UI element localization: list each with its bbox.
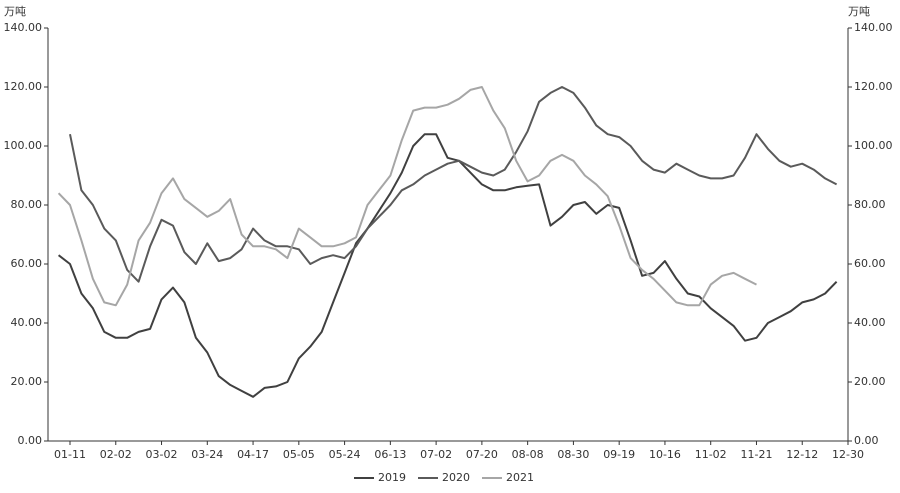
y-tick-label: 40.00 (11, 316, 43, 329)
x-tick-label: 11-02 (695, 448, 727, 461)
y2-axis-unit: 万吨 (848, 5, 870, 18)
x-tick-label: 01-11 (54, 448, 86, 461)
y2-tick-label: 100.00 (854, 139, 893, 152)
x-tick-label: 12-30 (832, 448, 864, 461)
x-tick-label: 08-30 (557, 448, 589, 461)
x-tick-label: 05-05 (283, 448, 315, 461)
y-tick-label: 0.00 (18, 434, 43, 447)
y-tick-label: 20.00 (11, 375, 43, 388)
x-tick-label: 10-16 (649, 448, 681, 461)
x-tick-label: 05-24 (329, 448, 361, 461)
legend-label: 2020 (442, 471, 470, 484)
legend-label: 2021 (506, 471, 534, 484)
x-tick-label: 03-02 (146, 448, 178, 461)
y2-tick-label: 60.00 (854, 257, 886, 270)
x-tick-label: 09-19 (603, 448, 635, 461)
x-tick-label: 11-21 (740, 448, 772, 461)
y-tick-label: 100.00 (4, 139, 43, 152)
y-axis-unit: 万吨 (4, 5, 26, 18)
x-tick-label: 04-17 (237, 448, 269, 461)
y2-tick-label: 40.00 (854, 316, 886, 329)
y2-tick-label: 140.00 (854, 21, 893, 34)
series-line (69, 86, 838, 283)
y-tick-label: 80.00 (11, 198, 43, 211)
series-line (57, 86, 757, 307)
x-tick-label: 07-20 (466, 448, 498, 461)
y2-tick-label: 120.00 (854, 80, 893, 93)
series-line (57, 133, 838, 398)
y2-tick-label: 80.00 (854, 198, 886, 211)
x-tick-label: 02-02 (100, 448, 132, 461)
x-tick-label: 12-12 (786, 448, 818, 461)
x-tick-label: 06-13 (374, 448, 406, 461)
y-tick-label: 120.00 (4, 80, 43, 93)
legend-label: 2019 (378, 471, 406, 484)
y-tick-label: 60.00 (11, 257, 43, 270)
y2-tick-label: 20.00 (854, 375, 886, 388)
y-tick-label: 140.00 (4, 21, 43, 34)
x-tick-label: 07-02 (420, 448, 452, 461)
y2-tick-label: 0.00 (854, 434, 879, 447)
x-tick-label: 08-08 (512, 448, 544, 461)
x-tick-label: 03-24 (191, 448, 223, 461)
